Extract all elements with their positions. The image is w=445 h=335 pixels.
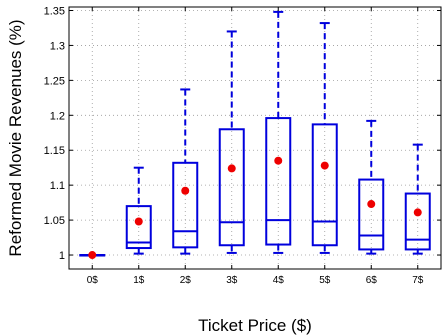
box-body <box>358 178 385 251</box>
mean-marker <box>320 161 329 170</box>
mean-marker <box>227 164 236 173</box>
x-axis-label: Ticket Price ($) <box>198 316 312 335</box>
y-tick-label: 1.25 <box>44 75 65 87</box>
x-tick-label: 5$ <box>319 275 331 286</box>
box-group <box>172 88 199 255</box>
box-group <box>79 251 106 260</box>
box-group <box>265 10 292 254</box>
x-tick-label: 7$ <box>412 275 424 286</box>
x-tick-label: 4$ <box>273 275 285 286</box>
box-series <box>79 10 431 260</box>
box-body <box>218 128 245 247</box>
box-group <box>311 22 338 254</box>
x-axis-ticks: 0$ 1$ 2$ 3$ 4$ 5$ 6$ 7$ <box>87 7 424 286</box>
y-tick-label: 1.1 <box>50 180 65 192</box>
mean-marker <box>367 200 376 209</box>
box-body <box>172 161 199 249</box>
mean-marker <box>413 208 422 217</box>
box-body <box>404 192 431 251</box>
plot-frame <box>68 6 442 270</box>
x-tick-label: 6$ <box>366 275 378 286</box>
y-tick-label: 1.3 <box>50 40 65 52</box>
box-group <box>404 143 431 255</box>
x-tick-label: 1$ <box>133 275 145 286</box>
y-axis-label: Reformed Movie Revenues (%) <box>6 19 25 256</box>
y-tick-label: 1 <box>59 250 65 262</box>
box-body <box>125 205 152 250</box>
x-tick-label: 3$ <box>226 275 238 286</box>
box-group <box>125 166 152 255</box>
y-tick-label: 1.05 <box>44 215 65 227</box>
x-tick-label: 0$ <box>87 275 99 286</box>
grid-lines <box>69 7 441 269</box>
mean-marker <box>88 251 97 260</box>
y-tick-label: 1.35 <box>44 5 65 17</box>
box-body <box>311 123 338 247</box>
box-group <box>358 119 385 255</box>
y-axis-ticks: 1 1.05 1.1 1.15 1.2 1.25 1.3 1.35 <box>44 5 441 262</box>
box-group <box>218 30 245 254</box>
mean-marker <box>274 156 283 165</box>
mean-marker <box>134 217 143 226</box>
box-body <box>265 117 292 246</box>
y-tick-label: 1.2 <box>50 110 65 122</box>
x-tick-label: 2$ <box>180 275 192 286</box>
y-tick-label: 1.15 <box>44 145 65 157</box>
mean-marker <box>181 186 190 195</box>
